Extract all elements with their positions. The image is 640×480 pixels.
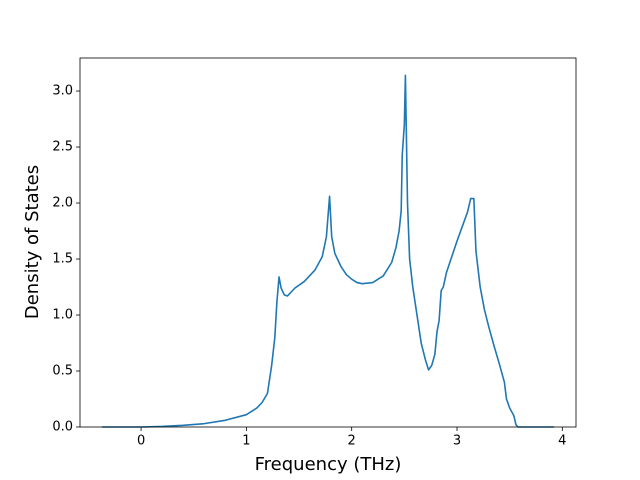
x-tick-label: 0: [137, 434, 145, 449]
y-tick-label: 3.0: [52, 84, 73, 99]
y-tick-label: 2.0: [52, 196, 73, 211]
x-axis-label: Frequency (THz): [255, 454, 402, 475]
y-tick-label: 2.5: [52, 140, 73, 155]
y-tick-label: 0.5: [52, 364, 73, 379]
y-tick-label: 0.0: [52, 420, 73, 435]
plot-frame: [79, 57, 577, 428]
x-tick-label: 2: [348, 434, 356, 449]
x-tick-label: 3: [453, 434, 461, 449]
y-tick-label: 1.0: [52, 308, 73, 323]
line: [102, 74, 554, 428]
y-tick-label: 1.5: [52, 252, 73, 267]
y-axis-label: Density of States: [22, 165, 43, 319]
x-tick-label: 1: [242, 434, 250, 449]
x-tick-label: 4: [558, 434, 566, 449]
